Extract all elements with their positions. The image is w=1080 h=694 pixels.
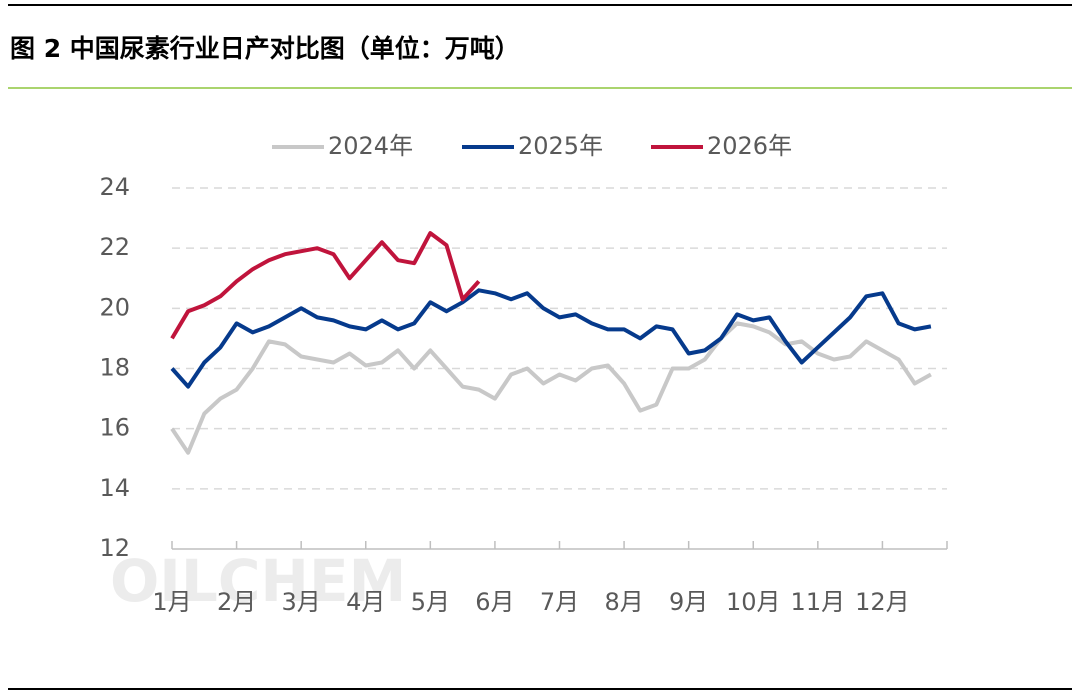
x-tick-label: 1月 (152, 588, 191, 616)
x-tick-label: 3月 (282, 588, 321, 616)
x-tick-label: 4月 (346, 588, 385, 616)
x-tick-label: 5月 (411, 588, 450, 616)
y-tick-label: 20 (99, 293, 130, 321)
series-line (170, 231, 481, 340)
y-tick-label: 18 (99, 354, 130, 382)
x-tick-label: 7月 (540, 588, 579, 616)
y-tick-label: 22 (99, 233, 130, 261)
x-tick-label: 6月 (475, 588, 514, 616)
y-tick-label: 12 (99, 534, 130, 562)
x-tick-label: 10月 (726, 588, 781, 616)
y-tick-label: 16 (99, 414, 130, 442)
watermark: OILCHEM (110, 547, 406, 615)
legend-label: 2024年 (328, 132, 413, 160)
y-tick-label: 24 (99, 173, 130, 201)
series-line (170, 321, 932, 455)
x-tick-label: 9月 (669, 588, 708, 616)
x-tick-label: 11月 (791, 588, 846, 616)
legend-label: 2025年 (518, 132, 603, 160)
legend-label: 2026年 (707, 132, 792, 160)
x-tick-label: 8月 (604, 588, 643, 616)
chart-title: 图 2 中国尿素行业日产对比图（单位：万吨） (10, 34, 520, 63)
x-tick-label: 2月 (217, 588, 256, 616)
x-tick-label: 12月 (855, 588, 910, 616)
series-line (170, 288, 932, 389)
y-tick-label: 14 (99, 474, 130, 502)
